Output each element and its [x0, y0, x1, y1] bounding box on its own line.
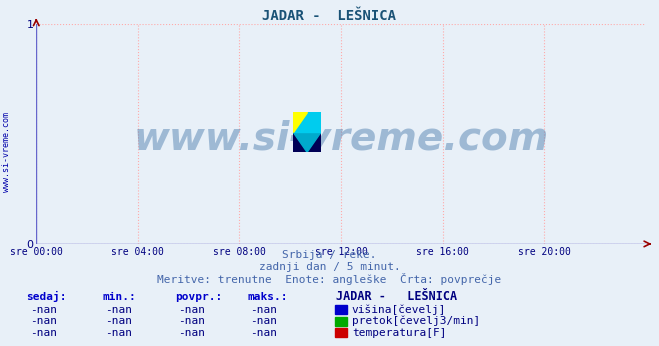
Text: temperatura[F]: temperatura[F] [352, 328, 446, 338]
Text: min.:: min.: [102, 292, 136, 302]
Text: sedaj:: sedaj: [26, 291, 67, 302]
Text: -nan: -nan [30, 328, 57, 338]
Polygon shape [293, 112, 307, 132]
Text: Meritve: trenutne  Enote: angleške  Črta: povprečje: Meritve: trenutne Enote: angleške Črta: … [158, 273, 501, 284]
Text: povpr.:: povpr.: [175, 292, 222, 302]
Polygon shape [293, 132, 321, 152]
Text: -nan: -nan [178, 305, 205, 315]
Text: -nan: -nan [178, 328, 205, 338]
Text: -nan: -nan [250, 305, 277, 315]
Polygon shape [293, 132, 321, 152]
Text: -nan: -nan [30, 316, 57, 326]
Text: -nan: -nan [178, 316, 205, 326]
Text: Srbija / reke.: Srbija / reke. [282, 251, 377, 260]
Text: JADAR -   LEŠNICA: JADAR - LEŠNICA [336, 290, 457, 303]
Text: višina[čevelj]: višina[čevelj] [352, 304, 446, 315]
Text: -nan: -nan [250, 316, 277, 326]
Text: pretok[čevelj3/min]: pretok[čevelj3/min] [352, 316, 480, 326]
Text: -nan: -nan [105, 316, 132, 326]
Text: zadnji dan / 5 minut.: zadnji dan / 5 minut. [258, 262, 401, 272]
Text: maks.:: maks.: [247, 292, 287, 302]
Text: -nan: -nan [105, 328, 132, 338]
Polygon shape [293, 112, 321, 132]
Text: -nan: -nan [105, 305, 132, 315]
Text: www.si-vreme.com: www.si-vreme.com [2, 112, 11, 192]
Text: -nan: -nan [250, 328, 277, 338]
Text: JADAR -  LEŠNICA: JADAR - LEŠNICA [262, 9, 397, 22]
Text: www.si-vreme.com: www.si-vreme.com [133, 119, 549, 157]
Text: -nan: -nan [30, 305, 57, 315]
